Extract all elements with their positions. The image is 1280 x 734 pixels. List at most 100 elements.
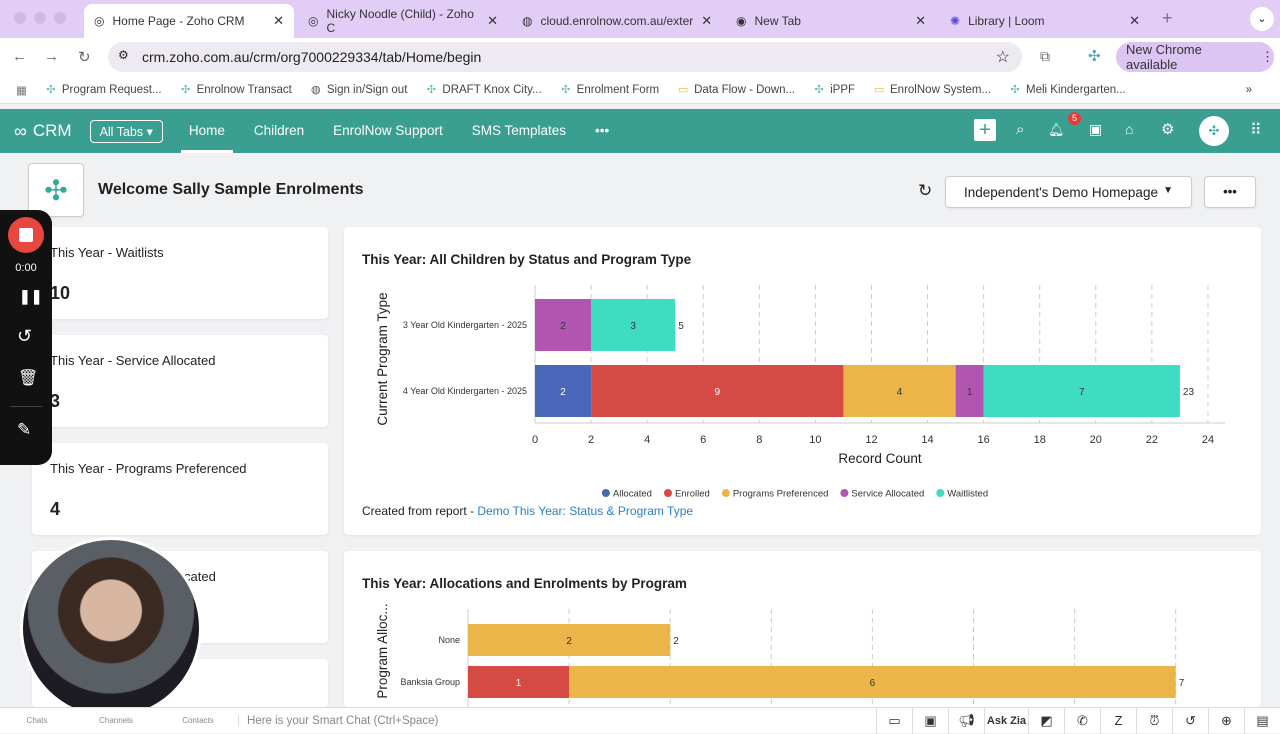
kpi-card[interactable]: This Year - Programs Preferenced 4 <box>32 443 328 535</box>
browser-tab[interactable]: ◉ New Tab ✕ <box>726 4 936 38</box>
new-chrome-button[interactable]: New Chrome available ⋮ <box>1116 42 1274 72</box>
more-options-button[interactable]: ••• <box>1204 176 1256 208</box>
kpi-card[interactable]: This Year - Service Allocated 3 <box>32 335 328 427</box>
calendar-icon[interactable]: ▣ <box>1089 121 1103 137</box>
divider <box>10 406 42 407</box>
close-icon[interactable]: ✕ <box>701 13 713 28</box>
chart-title: This Year: Allocations and Enrolments by… <box>362 576 687 591</box>
bell-icon[interactable]: 🔔︎ <box>1048 122 1065 137</box>
marketplace-icon[interactable]: ⌂ <box>1125 121 1134 137</box>
back-button[interactable]: ← <box>12 48 27 65</box>
report-link[interactable]: Demo This Year: Status & Program Type <box>477 504 694 518</box>
gear-icon[interactable]: ⚙ <box>1161 121 1175 138</box>
forward-button[interactable]: → <box>44 48 59 65</box>
stop-recording-button[interactable] <box>8 217 44 253</box>
refresh-icon[interactable]: ↻ <box>918 181 933 200</box>
window-maximize-button[interactable] <box>54 12 66 24</box>
phone-icon[interactable]: ✆ <box>1064 707 1100 734</box>
all-tabs-dropdown[interactable]: All Tabs ▾ <box>89 119 163 143</box>
doc-icon: ▭ <box>873 83 885 96</box>
trash-icon[interactable]: 🗑︎ <box>18 370 39 387</box>
new-tab-button[interactable]: + <box>1162 8 1173 28</box>
legend-marker <box>663 489 672 497</box>
x-tick-label: 2 <box>588 434 594 446</box>
bookmark[interactable]: ✣ DRAFT Knox City... <box>425 84 542 96</box>
close-icon[interactable]: ✕ <box>487 13 498 28</box>
data-label: 7 <box>1079 387 1085 398</box>
chrome-icon: ◉ <box>736 14 747 28</box>
bookmark[interactable]: ✣ Program Request... <box>45 84 161 96</box>
bookmark[interactable]: ✣ Meli Kindergarten... <box>1009 83 1126 96</box>
x-tick-label: 4 <box>644 434 650 446</box>
webcam-bubble[interactable] <box>20 537 202 719</box>
zia-icon[interactable]: Z <box>1100 707 1136 734</box>
search-icon[interactable]: ⌕ <box>1016 121 1025 138</box>
alarm-icon[interactable]: ⏰︎ <box>1136 707 1172 734</box>
loom-icon: ✺ <box>950 14 961 28</box>
browser-tab[interactable]: ✺ Library | Loom ✕ <box>940 4 1150 38</box>
restart-icon[interactable]: ↺ <box>17 326 33 346</box>
bookmark-label: Meli Kindergarten... <box>1026 83 1126 96</box>
star-icon[interactable]: ☆ <box>995 49 1010 66</box>
kpi-value: 10 <box>50 283 71 303</box>
history-icon[interactable]: ↺ <box>1172 707 1208 734</box>
reload-button[interactable]: ↻ <box>78 49 91 66</box>
browser-tab[interactable]: ◎ Home Page - Zoho CRM ✕ <box>84 4 294 38</box>
megaphone-icon[interactable]: 📢︎ <box>948 707 984 734</box>
url-field[interactable]: crm.zoho.com.au/crm/org7000229334/tab/Ho… <box>108 42 1022 72</box>
x-tick-label: 24 <box>1202 434 1214 446</box>
extension-icon[interactable]: ✣ <box>1088 48 1101 65</box>
nav-sms-templates[interactable]: SMS Templates <box>471 123 567 138</box>
kpi-card[interactable]: This Year - Waitlists 10 <box>32 227 328 319</box>
kpi-label: cated <box>184 569 216 584</box>
close-icon[interactable]: ✕ <box>915 13 926 28</box>
nav-home[interactable]: Home <box>180 109 233 153</box>
legend-label: Allocated <box>613 489 652 500</box>
apps-grid-icon[interactable]: ⠿ <box>1250 122 1262 139</box>
ask-zia-button[interactable]: Ask Zia <box>984 707 1028 734</box>
window-minimize-button[interactable] <box>34 12 46 24</box>
site-info-icon[interactable]: ⚙ <box>118 48 129 62</box>
create-button[interactable]: + <box>974 119 996 141</box>
nav-enrolnow-support[interactable]: EnrolNow Support <box>333 123 443 138</box>
nav-children[interactable]: Children <box>253 123 305 138</box>
total-label: 2 <box>673 636 679 647</box>
bookmark[interactable]: ✣ Enrolment Form <box>560 84 659 96</box>
contacts-button[interactable]: Contacts <box>182 716 214 725</box>
avatar[interactable]: ✣ <box>1199 116 1229 146</box>
channels-button[interactable]: Channels <box>99 716 133 725</box>
record-icon[interactable]: ▣ <box>912 707 948 734</box>
close-icon[interactable]: ✕ <box>1129 13 1140 28</box>
pencil-icon[interactable]: ✎ <box>17 420 32 439</box>
crm-logo[interactable]: CRM <box>32 121 72 140</box>
kpi-label: This Year - Service Allocated <box>50 353 216 368</box>
screen-icon[interactable]: ▭ <box>876 707 912 734</box>
tab-search-button[interactable]: ⌄ <box>1250 7 1274 31</box>
chats-button[interactable]: Chats <box>26 716 48 725</box>
browser-tab[interactable]: ◎ Nicky Noodle (Child) - Zoho C ✕ <box>298 4 508 38</box>
bookmark[interactable]: ◍ Sign in/Sign out <box>310 84 407 96</box>
notes-icon[interactable]: ▤ <box>1244 707 1280 734</box>
accessibility-icon[interactable]: ⊕ <box>1208 707 1244 734</box>
legend-marker <box>840 489 849 497</box>
smart-chat-input[interactable]: Here is your Smart Chat (Ctrl+Space) <box>238 714 876 727</box>
homepage-select[interactable]: Independent's Demo Homepage ▼ <box>945 176 1192 208</box>
apps-icon[interactable]: ▦ <box>16 84 27 97</box>
bookmark[interactable]: ▭ Data Flow - Down... <box>677 84 795 96</box>
y-axis-title: Current Program Type <box>375 292 390 425</box>
bookmark[interactable]: ✣ iPPF <box>813 84 855 96</box>
more-bookmarks-icon[interactable]: » <box>1245 83 1252 96</box>
browser-tab[interactable]: ◍ cloud.enrolnow.com.au/exter ✕ <box>512 4 722 38</box>
footer-label: Created from report - <box>362 504 478 518</box>
kpi-label: This Year - Waitlists <box>50 245 164 260</box>
tab-title: Nicky Noodle (Child) - Zoho C <box>326 7 474 35</box>
chart-icon[interactable]: ◩ <box>1028 707 1064 734</box>
pause-button[interactable]: ❚❚ <box>19 288 43 304</box>
window-close-button[interactable] <box>14 12 26 24</box>
nav-more-button[interactable]: ••• <box>595 123 610 138</box>
bookmark[interactable]: ✣ Enrolnow Transact <box>180 84 292 96</box>
bookmark-icon: ✣ <box>814 83 824 96</box>
close-icon[interactable]: ✕ <box>273 13 284 28</box>
extensions-icon[interactable]: ⧉ <box>1040 48 1050 64</box>
bookmark[interactable]: ▭ EnrolNow System... <box>873 84 991 96</box>
